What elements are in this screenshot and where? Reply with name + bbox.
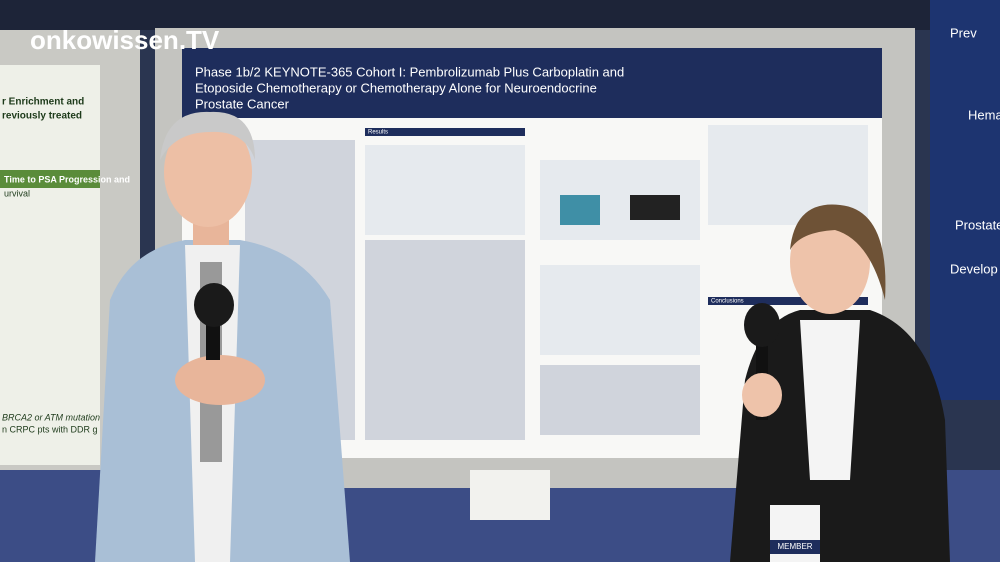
right-panel-text: Prev Hema Prostate Develop — [950, 25, 1000, 276]
poster-title-line: Phase 1b/2 KEYNOTE-365 Cohort I: Pembrol… — [195, 64, 624, 79]
right-panel — [930, 0, 1000, 400]
left-text: urvival — [4, 188, 30, 198]
microphone — [194, 283, 234, 327]
left-poster — [0, 65, 100, 465]
section-title: Conclusions — [711, 299, 744, 305]
chart — [540, 265, 700, 355]
waterfall — [560, 195, 600, 225]
section-bar — [708, 297, 868, 305]
poster-title-line: Etoposide Chemotherapy or Chemotherapy A… — [195, 80, 597, 95]
poster-header — [182, 48, 882, 118]
left-text: Time to PSA Progression and — [4, 174, 130, 184]
right-text: Prostate — [955, 217, 1000, 232]
watermark: onkowissen.TV — [30, 25, 220, 55]
microphone — [744, 303, 780, 347]
hands — [175, 355, 265, 405]
hand — [742, 373, 782, 417]
badge-band — [770, 540, 820, 554]
left-text: r Enrichment and — [2, 97, 84, 108]
table — [540, 365, 700, 435]
right-text: Prev — [950, 25, 977, 40]
blouse — [800, 320, 860, 480]
right-text: Hema — [968, 107, 1000, 122]
face — [164, 117, 252, 227]
hair — [160, 111, 255, 160]
hair — [790, 204, 886, 300]
poster-title: Phase 1b/2 KEYNOTE-365 Cohort I: Pembrol… — [195, 64, 624, 111]
man — [95, 111, 350, 562]
section-bar — [365, 128, 525, 136]
left-text: reviously treated — [2, 111, 82, 122]
top-booth — [0, 0, 1000, 30]
left-poster-band — [0, 170, 100, 188]
badge-text: MEMBER — [777, 542, 812, 551]
woman: MEMBER — [730, 204, 950, 562]
diagram — [365, 145, 525, 235]
section-title: Results — [368, 130, 388, 136]
left-text: BRCA2 or ATM mutation — [2, 412, 100, 422]
table — [365, 240, 525, 440]
waterfall — [630, 195, 680, 220]
poster-title-line: Prostate Cancer — [195, 96, 290, 111]
paper-sheet — [470, 470, 550, 520]
left-text: n CRPC pts with DDR g — [2, 424, 98, 434]
left-poster-text: r Enrichment and reviously treated Time … — [2, 97, 130, 435]
right-text: Develop — [950, 261, 998, 276]
